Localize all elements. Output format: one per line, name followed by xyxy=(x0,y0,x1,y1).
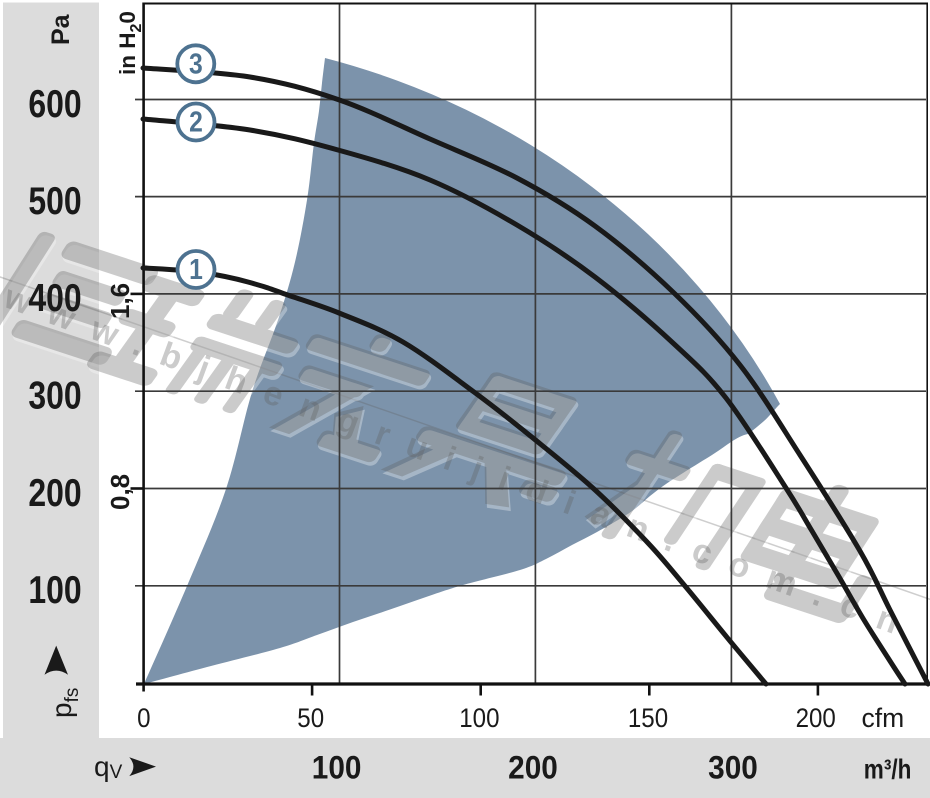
svg-text:3: 3 xyxy=(189,48,203,80)
svg-text:300: 300 xyxy=(28,375,81,417)
svg-text:400: 400 xyxy=(28,277,81,319)
svg-text:150: 150 xyxy=(628,704,668,733)
svg-text:qV: qV xyxy=(94,751,123,783)
svg-text:2: 2 xyxy=(189,106,203,138)
svg-text:1: 1 xyxy=(189,253,203,285)
svg-text:0: 0 xyxy=(137,704,150,733)
svg-text:200: 200 xyxy=(28,472,81,514)
svg-text:Pa: Pa xyxy=(47,13,75,45)
svg-text:100: 100 xyxy=(312,750,362,786)
svg-text:50: 50 xyxy=(297,704,324,733)
svg-text:300: 300 xyxy=(708,750,758,786)
svg-text:600: 600 xyxy=(28,83,81,125)
svg-text:200: 200 xyxy=(508,750,558,786)
svg-text:100: 100 xyxy=(28,569,81,611)
svg-text:m³/h: m³/h xyxy=(864,755,912,786)
svg-text:0,8: 0,8 xyxy=(105,474,135,510)
svg-text:200: 200 xyxy=(796,704,836,733)
svg-text:in H20: in H20 xyxy=(115,11,145,75)
svg-text:cfm: cfm xyxy=(862,703,905,733)
svg-text:500: 500 xyxy=(28,180,81,222)
svg-text:100: 100 xyxy=(459,704,499,733)
svg-text:1,6: 1,6 xyxy=(105,283,135,319)
